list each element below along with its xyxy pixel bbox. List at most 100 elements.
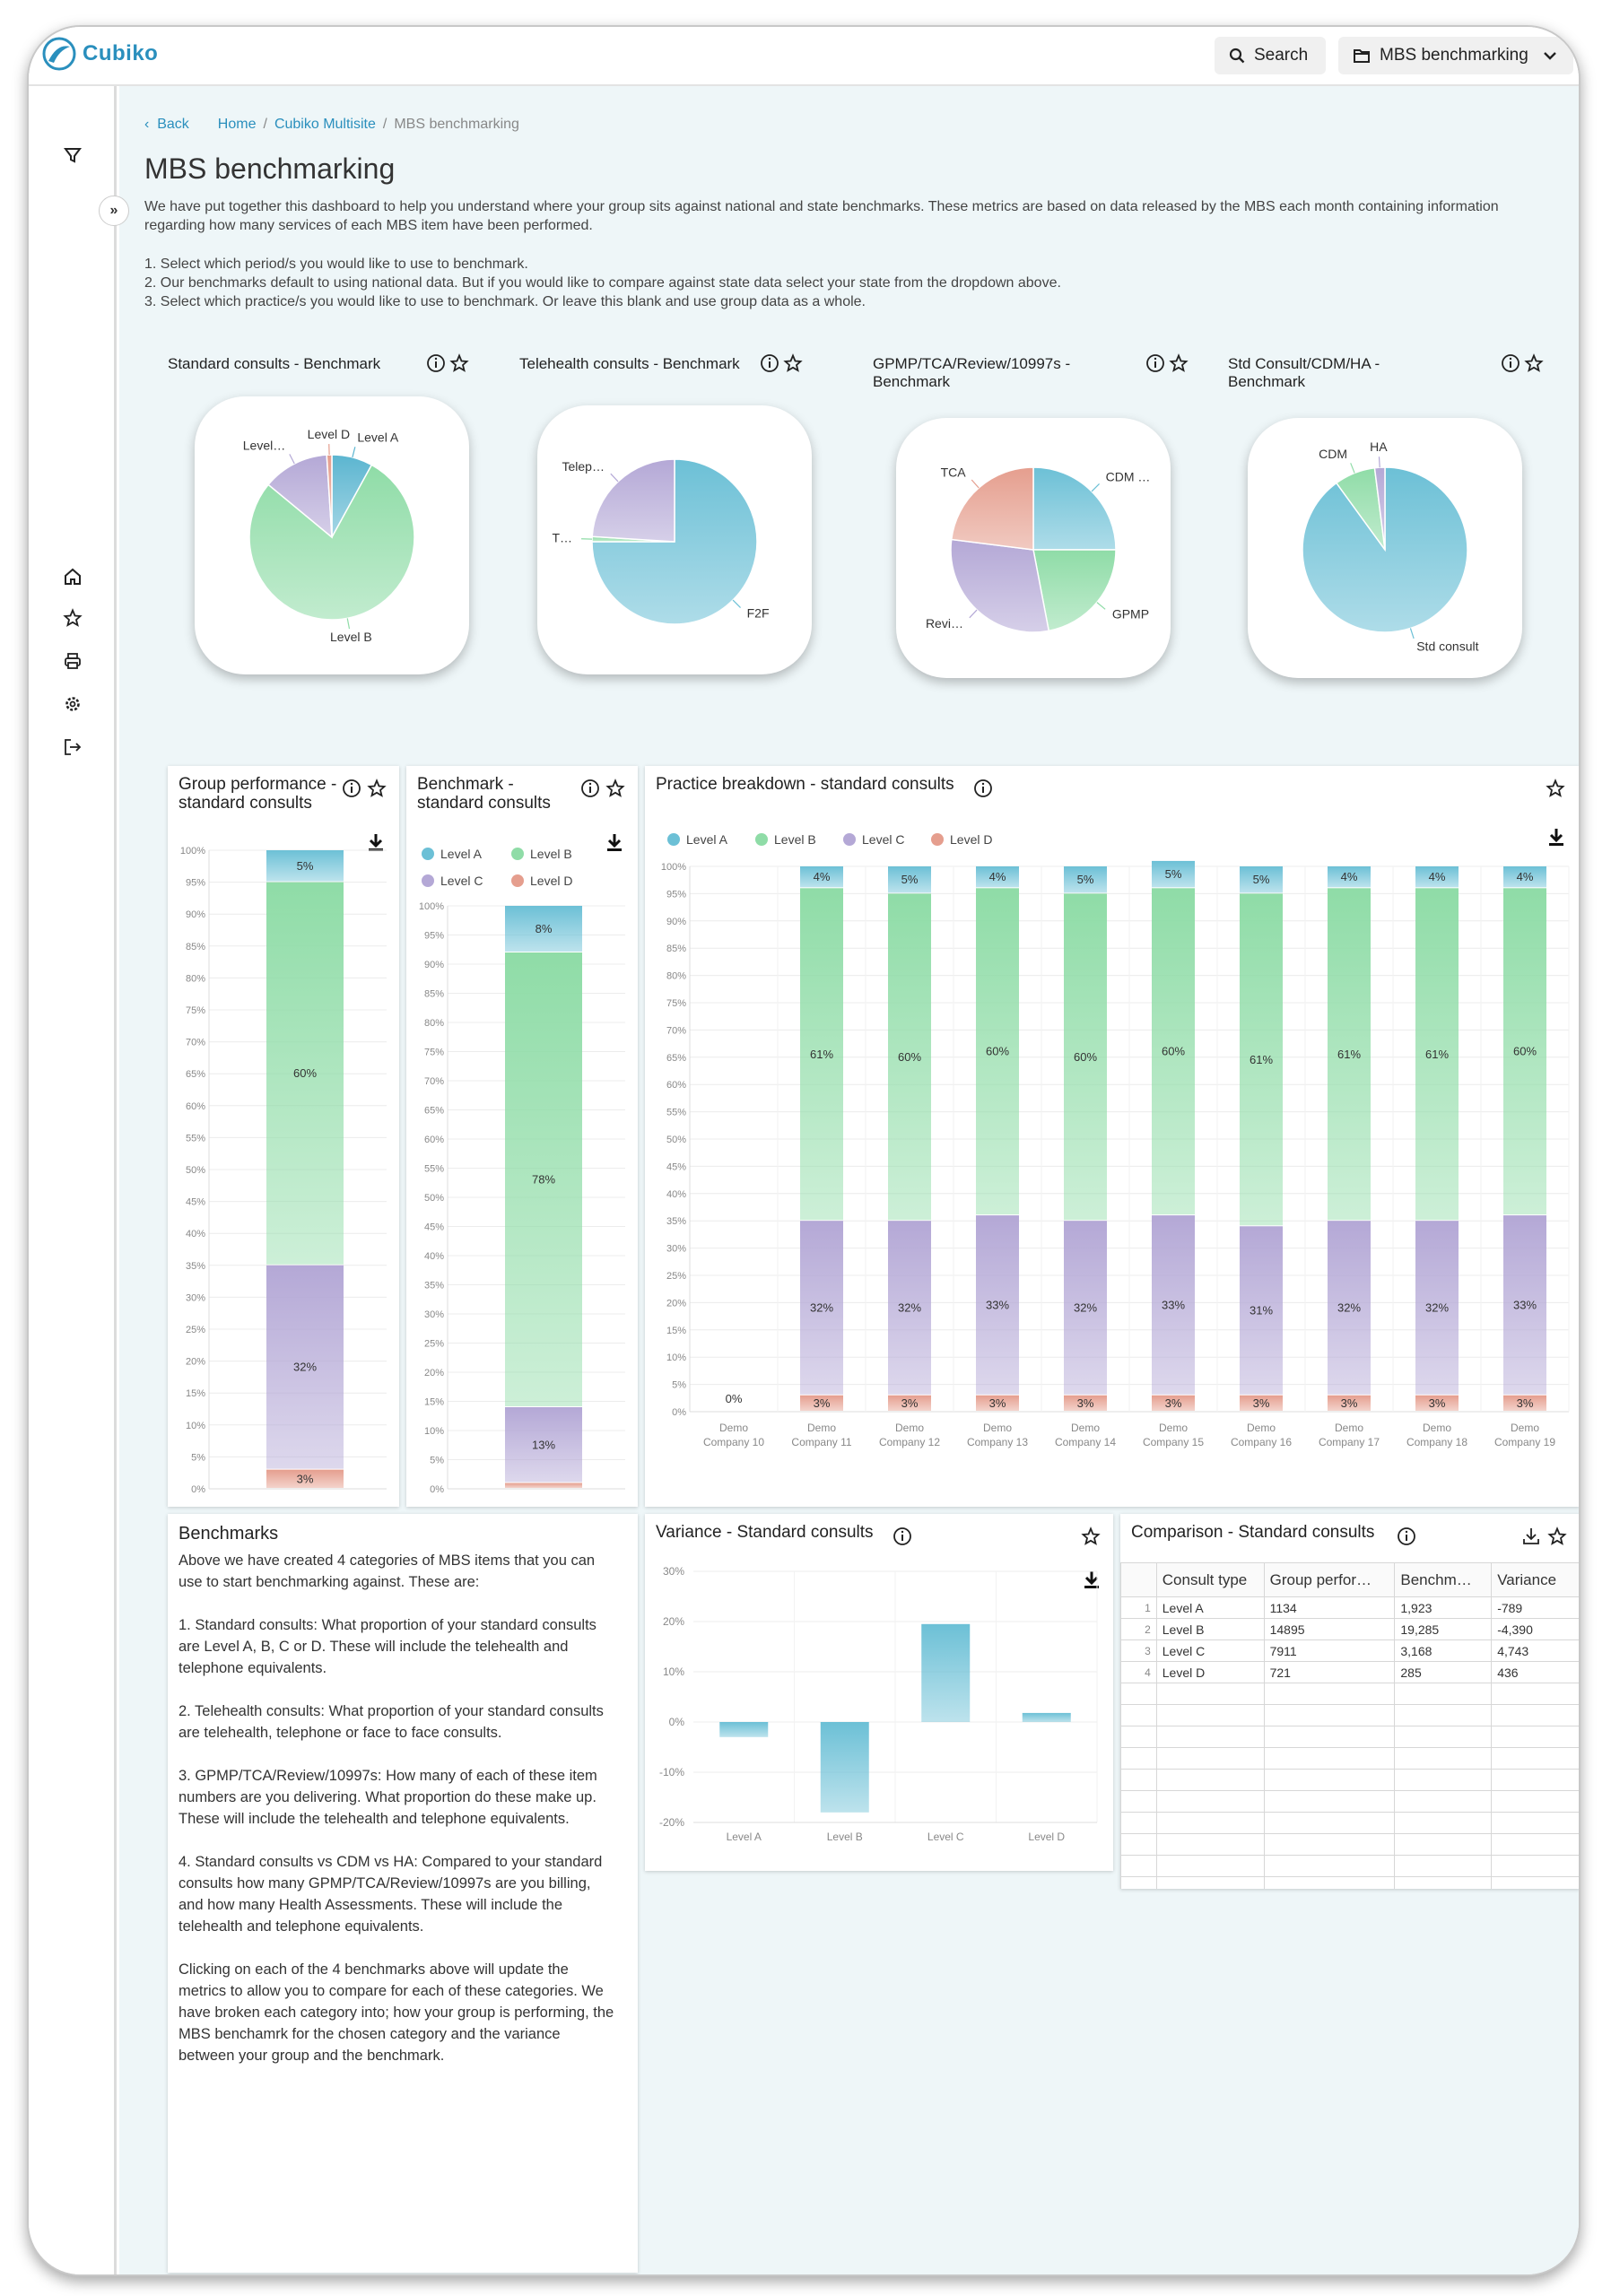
bar-segment-level-c[interactable] (1152, 1215, 1195, 1395)
bar-segment-level-b[interactable] (1328, 888, 1371, 1221)
bar-segment-level-a[interactable] (800, 866, 843, 888)
bar-segment-level-c[interactable] (1240, 1226, 1283, 1395)
pie-card-3[interactable]: GPMP/TCA/Review/10997s - Benchmark CDM … G… (873, 353, 1214, 687)
col-consult-type[interactable]: Consult type (1155, 1562, 1265, 1597)
bar-segment-level-a[interactable] (1503, 866, 1546, 888)
expand-sidebar-button[interactable]: » (99, 196, 129, 226)
col-variance[interactable]: Variance (1491, 1562, 1579, 1597)
legend-label[interactable]: Level A (440, 847, 483, 861)
legend-label[interactable]: Level C (862, 832, 904, 847)
col-group-performance[interactable]: Group perfor… (1263, 1562, 1396, 1597)
info-icon[interactable] (342, 778, 361, 798)
download-icon[interactable] (1083, 1570, 1101, 1589)
table-row[interactable]: 3 Level C 7911 3,168 4,743 (1120, 1639, 1579, 1662)
bar-segment-level-c[interactable] (505, 1407, 582, 1483)
bar-segment-level-d[interactable] (888, 1395, 931, 1411)
variance-bar[interactable] (820, 1722, 869, 1813)
table-row[interactable]: 1 Level A 1134 1,923 -789 (1120, 1596, 1579, 1619)
logout-icon[interactable] (63, 737, 83, 757)
col-benchmark[interactable]: Benchm… (1394, 1562, 1493, 1597)
bar-segment-level-a[interactable] (1328, 866, 1371, 888)
pie-slice[interactable] (267, 454, 333, 539)
favourite-star-icon[interactable] (1524, 353, 1544, 373)
pie-slice[interactable] (950, 466, 1034, 551)
pie-chart-container[interactable]: F2F T… Telep… (537, 405, 812, 674)
legend-label[interactable]: Level B (774, 832, 816, 847)
info-icon[interactable] (1501, 353, 1520, 373)
pie-chart-container[interactable]: CDM … GPMP Revi… TCA (896, 418, 1171, 678)
favourite-star-icon[interactable] (449, 353, 469, 373)
pie-slice[interactable] (591, 458, 758, 625)
bar-segment-level-a[interactable] (976, 866, 1019, 888)
back-link[interactable]: ‹ Back (144, 117, 189, 132)
info-icon[interactable] (426, 353, 446, 373)
bar-segment-level-a[interactable] (888, 866, 931, 893)
bar-segment-level-b[interactable] (800, 888, 843, 1221)
bar-segment-level-c[interactable] (1415, 1221, 1459, 1395)
bar-segment-level-d[interactable] (800, 1395, 843, 1411)
cubiko-logo[interactable]: Cubiko (41, 36, 158, 72)
comparison-card[interactable]: Comparison - Standard consults Consult t… (1120, 1514, 1579, 1889)
favourite-star-icon[interactable] (1547, 1526, 1567, 1546)
bar-segment-level-b[interactable] (1415, 888, 1459, 1221)
variance-bar[interactable] (1022, 1712, 1071, 1722)
bar-segment-level-b[interactable] (1064, 893, 1107, 1221)
pie-slice[interactable] (950, 538, 1050, 633)
favourite-star-icon[interactable] (1169, 353, 1189, 373)
pie-card-2[interactable]: Telehealth consults - Benchmark F2F T… Tele… (519, 353, 860, 687)
bar-segment-level-b[interactable] (1152, 888, 1195, 1215)
info-icon[interactable] (1397, 1526, 1416, 1546)
bar-segment-level-a[interactable] (266, 850, 344, 882)
bar-segment-level-c[interactable] (266, 1265, 344, 1469)
legend-label[interactable]: Level D (950, 832, 992, 847)
download-icon[interactable] (605, 832, 623, 852)
favourite-star-icon[interactable] (1081, 1526, 1101, 1546)
bar-segment-level-c[interactable] (976, 1215, 1019, 1395)
favourite-star-icon[interactable] (1546, 778, 1565, 798)
pie-chart-container[interactable]: Level A Level B Level… Level D (195, 396, 469, 674)
breadcrumb-multisite[interactable]: Cubiko Multisite (274, 117, 376, 132)
print-icon[interactable] (63, 651, 83, 671)
variance-bar[interactable] (921, 1623, 971, 1722)
info-icon[interactable] (760, 353, 779, 373)
bar-segment-level-c[interactable] (1064, 1221, 1107, 1395)
bar-segment-level-d[interactable] (1503, 1395, 1546, 1411)
bar-segment-level-c[interactable] (1328, 1221, 1371, 1395)
table-row[interactable]: 4 Level D 721 285 436 (1120, 1661, 1579, 1683)
info-icon[interactable] (580, 778, 600, 798)
pie-slice[interactable] (1032, 466, 1117, 551)
bar-segment-level-b[interactable] (888, 893, 931, 1221)
home-icon[interactable] (63, 567, 83, 587)
bar-segment-level-c[interactable] (1503, 1215, 1546, 1395)
pie-card-4[interactable]: Std Consult/CDM/HA - Benchmark Std consul… (1228, 353, 1569, 687)
bar-segment-level-a[interactable] (1415, 866, 1459, 888)
table-row[interactable]: 2 Level B 14895 19,285 -4,390 (1120, 1618, 1579, 1640)
bar-segment-level-c[interactable] (800, 1221, 843, 1395)
breadcrumb-home[interactable]: Home (217, 117, 257, 132)
legend-label[interactable]: Level B (530, 847, 572, 861)
benchmark-card[interactable]: Benchmark - standard consults Level A Lev… (406, 766, 638, 1507)
favourite-star-icon[interactable] (367, 778, 387, 798)
bar-segment-level-a[interactable] (1064, 866, 1107, 893)
group-performance-card[interactable]: Group performance - standard consults 0%… (168, 766, 399, 1507)
legend-label[interactable]: Level C (440, 874, 483, 888)
bar-segment-level-d[interactable] (1064, 1395, 1107, 1411)
bar-segment-level-b[interactable] (266, 882, 344, 1265)
practice-breakdown-card[interactable]: Practice breakdown - standard consults L… (645, 766, 1579, 1507)
bar-segment-level-b[interactable] (1240, 893, 1283, 1226)
info-icon[interactable] (1145, 353, 1165, 373)
pie-chart-container[interactable]: Std consult CDM HA (1248, 418, 1522, 678)
bar-segment-level-d[interactable] (1328, 1395, 1371, 1411)
legend-label[interactable]: Level D (530, 874, 572, 888)
variance-card[interactable]: Variance - Standard consults 30% 20% 10% 0%… (645, 1514, 1113, 1871)
variance-bar[interactable] (719, 1722, 769, 1737)
bar-segment-level-d[interactable] (1240, 1395, 1283, 1411)
download-icon[interactable] (1547, 827, 1565, 847)
bar-segment-level-b[interactable] (976, 888, 1019, 1215)
bar-segment-level-d[interactable] (266, 1469, 344, 1488)
favourite-star-icon[interactable] (783, 353, 803, 373)
star-icon[interactable] (63, 608, 83, 628)
bar-segment-level-a[interactable] (505, 906, 582, 952)
bar-segment-level-d[interactable] (976, 1395, 1019, 1411)
bar-segment-level-a[interactable] (1240, 866, 1283, 893)
